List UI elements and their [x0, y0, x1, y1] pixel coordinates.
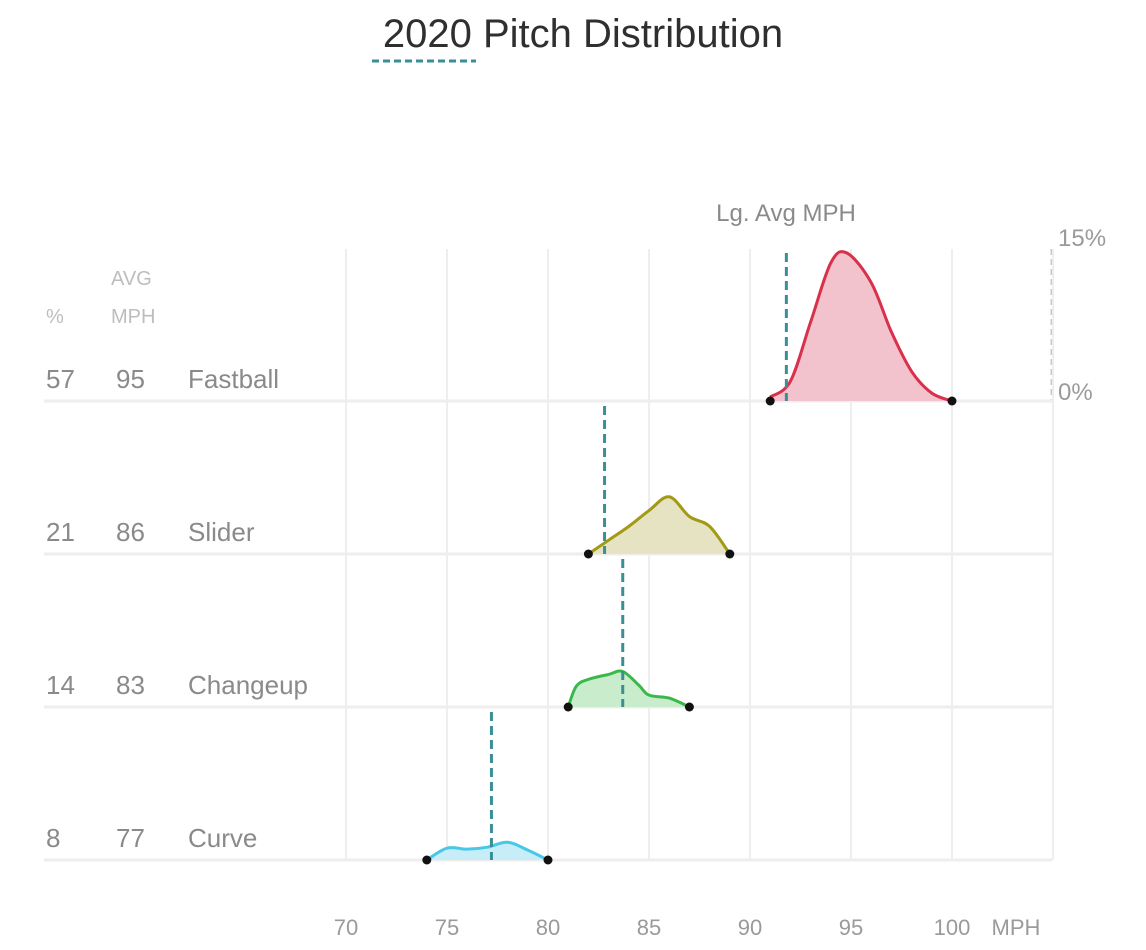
pitch-row-changeup: 14 83 Changeup — [44, 559, 1052, 712]
range-endpoint-dot — [947, 396, 957, 406]
pitch-name: Curve — [188, 823, 257, 853]
range-endpoint-dot — [543, 855, 553, 865]
x-tick-label: 85 — [637, 915, 661, 940]
density-scale-max-label: 15% — [1058, 225, 1106, 252]
pitch-row-fastball: 57 95 Fastball — [44, 250, 1052, 406]
x-tick-label: 75 — [435, 915, 459, 940]
pitch-avg-mph: 83 — [116, 670, 145, 700]
header-avg-bottom: MPH — [111, 306, 155, 328]
range-endpoint-dot — [422, 855, 432, 865]
pitch-row-slider: 21 86 Slider — [44, 406, 1052, 559]
pitch-avg-mph: 77 — [116, 823, 145, 853]
pitch-row-curve: 8 77 Curve — [44, 712, 1052, 865]
x-tick-label: 80 — [536, 915, 560, 940]
pitch-pct: 8 — [46, 823, 60, 853]
pitch-avg-mph: 95 — [116, 364, 145, 394]
x-tick-label: 100 — [934, 915, 971, 940]
pitch-rows: 57 95 Fastball 21 86 Slider 14 83 Changeup 8 77 Cur… — [44, 250, 1052, 865]
density-curve — [425, 840, 549, 862]
pitch-avg-mph: 86 — [116, 517, 145, 547]
density-curve — [587, 495, 732, 556]
range-endpoint-dot — [725, 549, 735, 559]
league-avg-label: Lg. Avg MPH — [716, 200, 856, 227]
chart-title: 2020 Pitch Distribution — [383, 12, 783, 56]
pitch-name: Changeup — [188, 670, 308, 700]
x-tick-label: 70 — [334, 915, 358, 940]
range-endpoint-dot — [583, 549, 593, 559]
density-area — [588, 496, 730, 554]
density-area — [770, 251, 952, 401]
range-endpoint-dot — [765, 396, 775, 406]
x-tick-label: 95 — [839, 915, 863, 940]
range-endpoint-dot — [563, 702, 573, 712]
range-endpoint-dot — [684, 702, 694, 712]
x-axis: 70 75 80 85 90 95 100 MPH — [334, 915, 1041, 940]
x-axis-unit-label: MPH — [992, 915, 1041, 940]
pitch-name: Fastball — [188, 364, 279, 394]
pitch-pct: 21 — [46, 517, 75, 547]
density-curve — [769, 250, 953, 403]
x-tick-label: 90 — [738, 915, 762, 940]
density-scale-min-label: 0% — [1058, 379, 1093, 406]
pitch-pct: 14 — [46, 670, 75, 700]
header-pct: % — [46, 306, 64, 328]
pitch-pct: 57 — [46, 364, 75, 394]
header-avg-top: AVG — [111, 268, 152, 290]
pitch-name: Slider — [188, 517, 255, 547]
